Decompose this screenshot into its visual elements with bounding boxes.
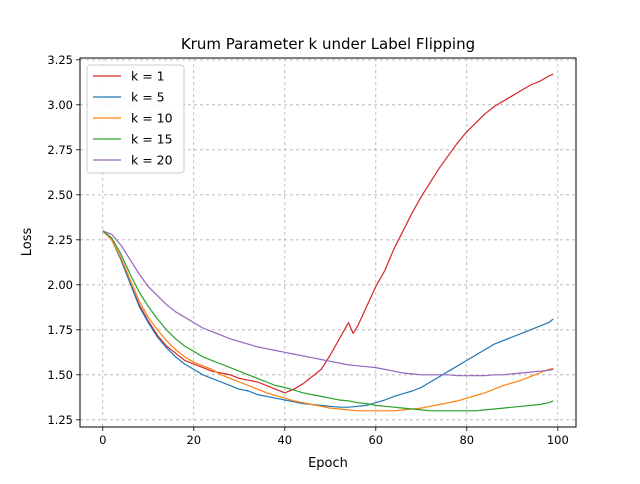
legend-label-3: k = 10 [131, 111, 173, 126]
x-axis-label: Epoch [308, 456, 348, 471]
x-tick-label: 80 [459, 433, 474, 447]
legend-label-5: k = 20 [131, 153, 173, 168]
legend-label-1: k = 1 [131, 69, 165, 84]
x-tick-label: 0 [99, 433, 106, 447]
legend-box [86, 64, 185, 174]
series-line-3 [102, 230, 554, 412]
y-tick-label: 1.25 [47, 413, 73, 427]
legend-label-4: k = 15 [131, 132, 173, 147]
y-tick-label: 2.75 [47, 143, 73, 157]
y-tick-label: 3.25 [47, 53, 73, 67]
x-tick-label: 20 [186, 433, 201, 447]
x-tick-label: 100 [547, 433, 569, 447]
series-line-2 [102, 230, 554, 408]
y-axis-label: Loss [20, 228, 35, 257]
axis-ticks: 0 20 40 60 80 100 1.25 1.50 1.75 2.00 2.25 2.50 2.75… [47, 53, 568, 447]
series-line-4 [102, 230, 554, 412]
y-tick-label: 3.00 [47, 98, 73, 112]
y-tick-label: 2.50 [47, 188, 73, 202]
series-lines [102, 73, 554, 412]
x-tick-label: 40 [277, 433, 292, 447]
grid-lines [80, 58, 576, 427]
legend-label-2: k = 5 [131, 90, 165, 105]
series-line-1 [102, 73, 554, 394]
y-tick-label: 2.00 [47, 278, 73, 292]
y-tick-label: 1.50 [47, 368, 73, 382]
legend: k = 1 k = 5 k = 10 k = 15 k = 20 [86, 64, 185, 174]
x-tick-label: 60 [368, 433, 383, 447]
series-line-5 [102, 230, 554, 377]
y-tick-label: 1.75 [47, 323, 73, 337]
plot-frame [79, 57, 577, 428]
chart-title: Krum Parameter k under Label Flipping [181, 35, 475, 53]
y-tick-label: 2.25 [47, 233, 73, 247]
